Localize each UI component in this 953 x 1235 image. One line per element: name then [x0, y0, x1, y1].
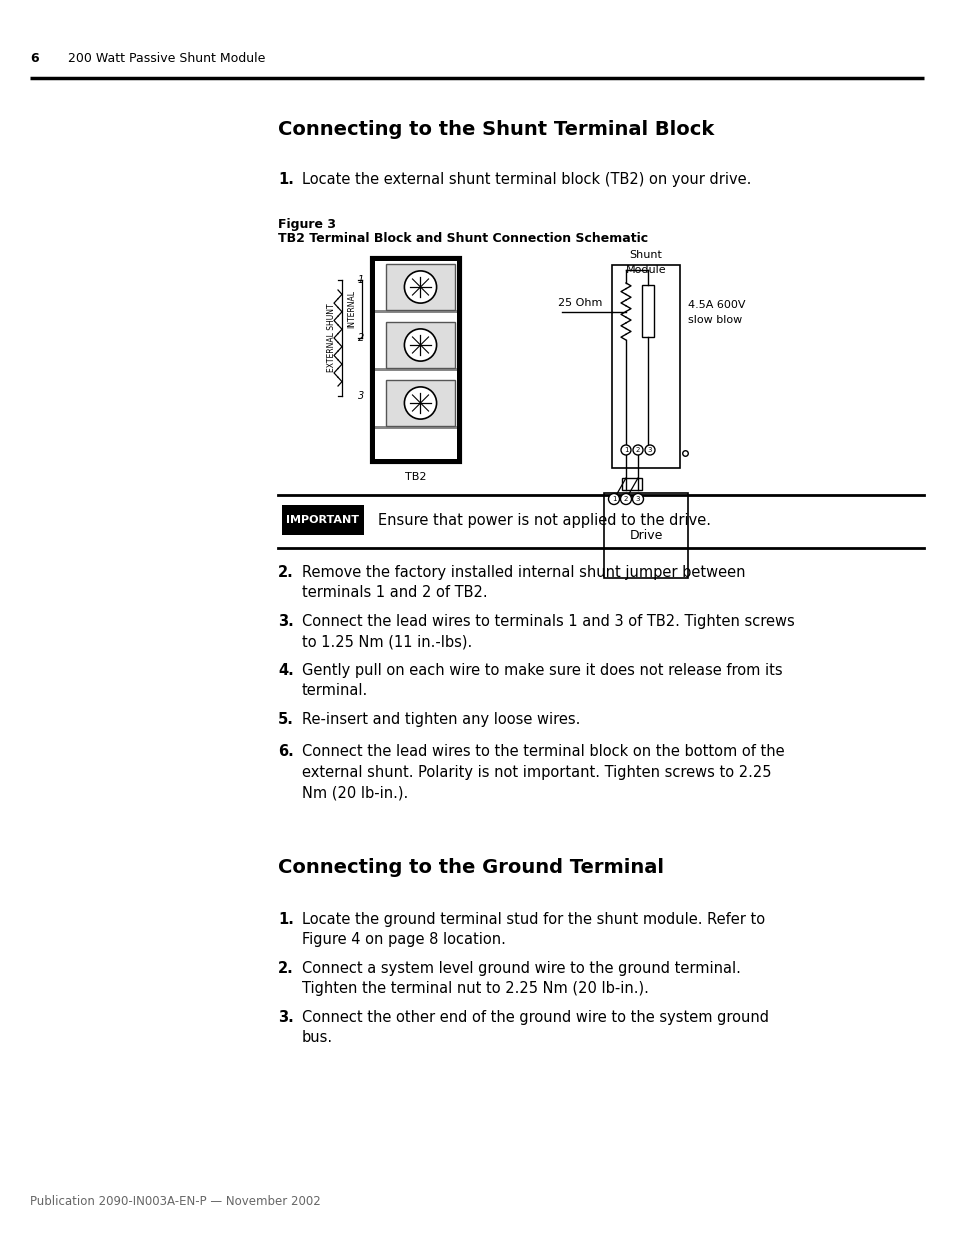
- Bar: [603, 493, 687, 578]
- Circle shape: [608, 494, 618, 505]
- Bar: [641, 285, 654, 337]
- Text: Locate the ground terminal stud for the shunt module. Refer to
Figure 4 on page : Locate the ground terminal stud for the …: [302, 911, 764, 947]
- Text: Module: Module: [625, 266, 665, 275]
- Text: Publication 2090-IN003A-EN-P — November 2002: Publication 2090-IN003A-EN-P — November …: [30, 1195, 320, 1208]
- Bar: [375, 368, 456, 370]
- Text: 1: 1: [611, 496, 616, 501]
- Text: Drive: Drive: [629, 529, 662, 542]
- Bar: [612, 266, 679, 468]
- Circle shape: [633, 445, 642, 454]
- Text: 4.: 4.: [277, 663, 294, 678]
- Text: Connect a system level ground wire to the ground terminal.
Tighten the terminal : Connect a system level ground wire to th…: [302, 961, 740, 997]
- Text: 2.: 2.: [277, 961, 294, 976]
- Text: 2.: 2.: [277, 564, 294, 580]
- Text: Gently pull on each wire to make sure it does not release from its
terminal.: Gently pull on each wire to make sure it…: [302, 663, 781, 699]
- Text: 25 Ohm: 25 Ohm: [558, 298, 601, 308]
- Bar: [621, 478, 641, 490]
- Text: 4.5A 600V: 4.5A 600V: [687, 300, 744, 310]
- Text: 3: 3: [357, 391, 364, 401]
- Text: 2: 2: [635, 447, 639, 453]
- Text: Connect the other end of the ground wire to the system ground
bus.: Connect the other end of the ground wire…: [302, 1010, 768, 1045]
- Circle shape: [404, 329, 436, 361]
- Bar: [386, 322, 455, 368]
- Text: 3.: 3.: [277, 1010, 294, 1025]
- Text: Connecting to the Shunt Terminal Block: Connecting to the Shunt Terminal Block: [277, 120, 714, 140]
- Circle shape: [404, 270, 436, 303]
- Text: TB2: TB2: [405, 472, 426, 482]
- Text: 5.: 5.: [277, 713, 294, 727]
- Bar: [386, 264, 455, 310]
- Text: INTERNAL: INTERNAL: [347, 290, 356, 329]
- Text: Locate the external shunt terminal block (TB2) on your drive.: Locate the external shunt terminal block…: [302, 172, 751, 186]
- Text: 1: 1: [623, 447, 628, 453]
- Text: 3: 3: [635, 496, 639, 501]
- Circle shape: [644, 445, 655, 454]
- Text: Re-insert and tighten any loose wires.: Re-insert and tighten any loose wires.: [302, 713, 579, 727]
- Text: IMPORTANT: IMPORTANT: [286, 515, 359, 525]
- Text: Ensure that power is not applied to the drive.: Ensure that power is not applied to the …: [377, 513, 710, 527]
- Text: Remove the factory installed internal shunt jumper between
terminals 1 and 2 of : Remove the factory installed internal sh…: [302, 564, 744, 600]
- Bar: [386, 380, 455, 426]
- Bar: [375, 261, 456, 459]
- Text: 1.: 1.: [277, 911, 294, 927]
- Bar: [372, 258, 459, 462]
- Text: Figure 3: Figure 3: [277, 219, 335, 231]
- Text: 2: 2: [357, 333, 364, 343]
- Text: Connect the lead wires to terminals 1 and 3 of TB2. Tighten screws
to 1.25 Nm (1: Connect the lead wires to terminals 1 an…: [302, 614, 794, 650]
- Bar: [375, 310, 456, 312]
- Text: TB2 Terminal Block and Shunt Connection Schematic: TB2 Terminal Block and Shunt Connection …: [277, 232, 647, 245]
- Bar: [375, 426, 456, 429]
- Text: Shunt: Shunt: [629, 249, 661, 261]
- Circle shape: [632, 494, 643, 505]
- Text: 6: 6: [30, 52, 38, 64]
- Text: 6.: 6.: [277, 745, 294, 760]
- Text: 3: 3: [647, 447, 652, 453]
- Text: slow blow: slow blow: [687, 315, 741, 325]
- Circle shape: [620, 445, 630, 454]
- Text: 200 Watt Passive Shunt Module: 200 Watt Passive Shunt Module: [68, 52, 265, 64]
- Circle shape: [619, 494, 631, 505]
- Text: 2: 2: [623, 496, 627, 501]
- Text: 1: 1: [357, 275, 364, 285]
- Text: Connecting to the Ground Terminal: Connecting to the Ground Terminal: [277, 858, 663, 877]
- Bar: [282, 505, 364, 535]
- Circle shape: [404, 387, 436, 419]
- Text: Connect the lead wires to the terminal block on the bottom of the
external shunt: Connect the lead wires to the terminal b…: [302, 745, 783, 800]
- Text: 3.: 3.: [277, 614, 294, 629]
- Text: 1.: 1.: [277, 172, 294, 186]
- Text: EXTERNAL SHUNT: EXTERNAL SHUNT: [327, 304, 336, 372]
